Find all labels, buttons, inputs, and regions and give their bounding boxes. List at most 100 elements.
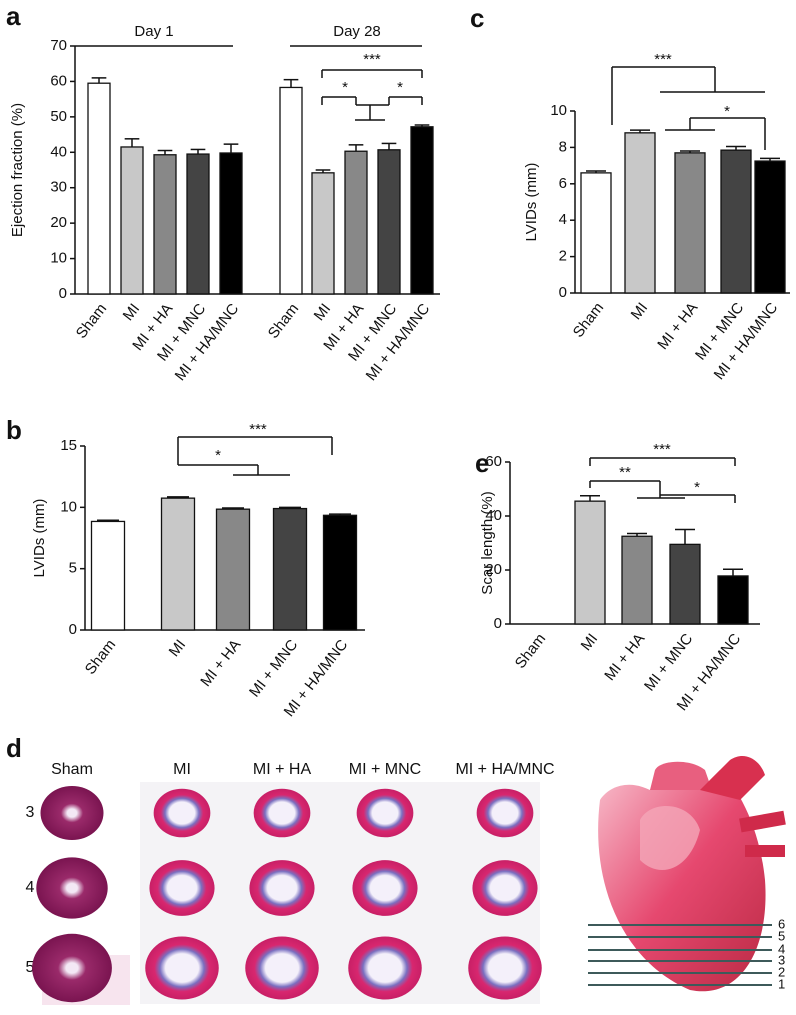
tissue-section [249, 860, 315, 916]
annotation: Day 28 [333, 23, 381, 40]
tissue-section [472, 860, 538, 916]
level-label: 1 [778, 976, 785, 991]
annotation: * [342, 79, 348, 96]
tissue-section [153, 788, 211, 838]
annotation: *** [249, 421, 267, 438]
x-tick-label: MI + HA [197, 636, 244, 689]
x-tick-label: MI [628, 299, 652, 323]
annotation: *** [363, 51, 381, 68]
y-tick-label: 0 [559, 284, 567, 301]
row-label: 4 [26, 879, 35, 896]
column-label: MI [173, 761, 191, 778]
bar [669, 543, 701, 625]
y-tick-label: 8 [559, 138, 567, 155]
level-label: 5 [778, 928, 785, 943]
y-tick-label: 60 [50, 72, 67, 89]
annotation: *** [654, 51, 672, 68]
bar [674, 152, 706, 294]
y-tick-label: 50 [50, 108, 67, 125]
bar [153, 154, 177, 295]
x-tick-label: MI [166, 636, 190, 660]
x-tick-label: MI + MNC [246, 636, 301, 700]
x-tick-label: MI + HA [654, 299, 701, 352]
bar [410, 126, 434, 295]
tissue-section [245, 936, 319, 1000]
y-tick-label: 10 [50, 250, 67, 267]
bar [377, 149, 401, 295]
x-tick-label: MI + HA [601, 630, 648, 683]
annotation: * [215, 447, 221, 464]
y-tick-label: 0 [59, 285, 67, 302]
tissue-section [348, 936, 422, 1000]
bar [344, 150, 368, 295]
y-tick-label: 2 [559, 248, 567, 265]
tissue-section [352, 860, 418, 916]
y-tick-label: 40 [485, 507, 502, 524]
bar [215, 508, 251, 631]
y-axis-label: Ejection fraction (%) [9, 103, 26, 237]
y-tick-label: 40 [50, 143, 67, 160]
bar [160, 497, 196, 631]
annotation: * [694, 479, 700, 496]
y-tick-label: 4 [559, 211, 567, 228]
tissue-section [356, 788, 414, 838]
bar [720, 149, 752, 294]
x-tick-label: MI [120, 300, 144, 324]
tissue-section [40, 786, 104, 840]
annotation: * [397, 79, 403, 96]
y-tick-label: 10 [550, 102, 567, 119]
y-tick-label: 20 [485, 561, 502, 578]
column-label: Sham [51, 761, 93, 778]
level-label: 6 [778, 916, 785, 931]
x-tick-label: MI [311, 300, 335, 324]
y-tick-label: 30 [50, 179, 67, 196]
bar [624, 132, 656, 294]
y-axis-label: LVIDs (mm) [523, 163, 540, 242]
tissue-section [253, 788, 311, 838]
panel-label: e [475, 448, 489, 478]
panel-label: b [6, 415, 22, 445]
tissue-section [145, 936, 219, 1000]
bar [272, 507, 308, 631]
bar [322, 514, 358, 631]
panel-label: a [6, 1, 21, 31]
y-tick-label: 15 [60, 437, 77, 454]
heart-diagram [598, 755, 786, 992]
y-axis-label: LVIDs (mm) [31, 499, 48, 578]
y-tick-label: 10 [60, 498, 77, 515]
y-tick-label: 70 [50, 37, 67, 54]
bar [219, 152, 243, 295]
annotation: ** [619, 464, 631, 481]
level-label: 3 [778, 952, 785, 967]
y-tick-label: 60 [485, 453, 502, 470]
bar [279, 86, 303, 295]
x-tick-label: Sham [82, 636, 120, 677]
panel-label: d [6, 733, 22, 763]
tissue-section [468, 936, 542, 1000]
annotation: *** [653, 441, 671, 458]
x-tick-label: Sham [73, 300, 111, 341]
y-tick-label: 20 [50, 214, 67, 231]
bar [90, 520, 126, 631]
y-tick-label: 6 [559, 175, 567, 192]
y-tick-label: 0 [69, 621, 77, 638]
level-label: 4 [778, 941, 785, 956]
bar [87, 82, 111, 295]
row-label: 5 [26, 959, 35, 976]
x-tick-label: Sham [570, 299, 608, 340]
bar [717, 575, 749, 625]
x-tick-label: Sham [265, 300, 303, 341]
x-tick-label: MI [578, 630, 602, 654]
panel-label: c [470, 3, 484, 33]
tissue-section [476, 788, 534, 838]
annotation: * [724, 103, 730, 120]
bar [120, 146, 144, 295]
tissue-section [32, 933, 112, 1003]
bar [186, 153, 210, 295]
annotation: Day 1 [134, 23, 173, 40]
bar [580, 172, 612, 294]
x-tick-label: Sham [512, 630, 550, 671]
bar [621, 535, 653, 625]
bar [754, 160, 786, 294]
